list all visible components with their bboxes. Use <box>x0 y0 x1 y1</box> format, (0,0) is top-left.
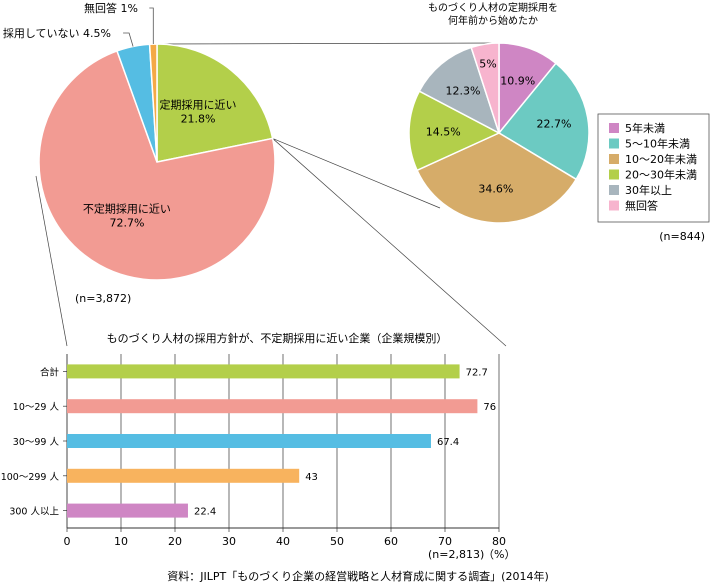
pie2-slice-4 <box>418 46 501 135</box>
pie2-value-0: 10.9% <box>500 74 535 87</box>
bar-tick-label-5: 50 <box>330 535 344 548</box>
pie1-value-0: 21.8% <box>181 113 216 126</box>
connector-to-bar-right <box>272 138 507 347</box>
pie1-n-label: (n=3,872) <box>75 292 131 305</box>
bar-chart-company-size: ものづくり人材の採用方針が、不定期採用に近い企業（企業規模別） 0 10 20 30 40… <box>1 331 516 561</box>
pie1-outside-label-noanswer: 無回答 1% <box>84 1 138 15</box>
legend-label-2: 10～20年未満 <box>625 152 697 166</box>
bar-tick-label-4: 40 <box>276 535 290 548</box>
pie1-outside-label-nohire: 採用していない 4.5% <box>3 26 111 40</box>
pie2-n-label: (n=844) <box>659 230 705 243</box>
legend-swatch-1 <box>609 138 619 149</box>
bar-value-label-4: 22.4 <box>194 507 216 518</box>
bar-tick-label-1: 10 <box>114 535 128 548</box>
bar-value-label-2: 67.4 <box>437 437 459 448</box>
legend-label-3: 20～30年未満 <box>625 168 697 182</box>
bar-category-label-2: 30～99 人 <box>13 437 60 448</box>
bar-value-label-0: 72.7 <box>466 367 488 378</box>
legend-swatch-4 <box>609 185 619 195</box>
pie2-value-2: 34.6% <box>478 183 513 196</box>
bar-value-label-3: 43 <box>305 472 318 483</box>
pie1-leader-noanswer <box>149 7 154 45</box>
bar-title: ものづくり人材の採用方針が、不定期採用に近い企業（企業規模別） <box>107 331 448 345</box>
bar-4 <box>67 503 188 518</box>
legend-label-0: 5年未満 <box>625 121 665 135</box>
bar-tick-label-7: 70 <box>438 535 452 548</box>
legend-label-1: 5～10年未満 <box>625 137 690 151</box>
bar-unit-label: （%） <box>483 548 515 561</box>
legend-label-4: 30年以上 <box>625 183 672 197</box>
pie2-title-line1: ものづくり人材の定期採用を <box>428 1 558 14</box>
bar-tick-label-0: 0 <box>64 535 71 548</box>
pie2-slice-1 <box>497 62 590 181</box>
source-note: 資料：JILPT「ものづくり企業の経営戦略と人材育成に関する調査」(2014年) <box>167 569 549 583</box>
pie2-value-5: 5% <box>479 58 496 71</box>
pie2-value-4: 12.3% <box>446 84 481 97</box>
pie2-slice-3 <box>408 90 501 172</box>
pie2-title-line2: 何年前から始めたか <box>448 14 538 27</box>
pie2-value-1: 22.7% <box>536 117 571 130</box>
bar-1 <box>67 399 478 414</box>
legend-swatch-0 <box>609 123 619 133</box>
bar-3 <box>67 468 300 483</box>
pie1-slice-0 <box>156 43 274 163</box>
bar-n-label: (n=2,813) <box>428 548 484 561</box>
legend-swatch-3 <box>609 169 619 180</box>
legend-label-5: 無回答 <box>625 199 658 213</box>
connector-to-pie2-top <box>156 42 500 45</box>
pie2-slice-2 <box>416 132 578 224</box>
pie2-slice-5 <box>470 42 500 134</box>
bar-value-label-1: 76 <box>483 402 496 413</box>
connector-to-pie2-bottom <box>272 138 441 209</box>
bar-tick-label-2: 20 <box>168 535 182 548</box>
pie1-slice-1 <box>38 50 276 281</box>
bar-category-label-4: 300 人以上 <box>9 507 59 518</box>
pie2-value-3: 14.5% <box>426 125 461 138</box>
bar-0 <box>67 364 460 379</box>
connector-lines <box>35 42 507 347</box>
bar-tick-label-6: 60 <box>384 535 398 548</box>
bar-tick-label-3: 30 <box>222 535 236 548</box>
bar-2 <box>67 434 431 448</box>
bar-category-label-3: 100～299 人 <box>1 472 60 483</box>
pie1-value-1: 72.7% <box>109 216 144 229</box>
connector-to-bar-left <box>35 175 68 347</box>
bar-category-label-1: 10～29 人 <box>13 402 60 413</box>
pie1-label-1: 不定期採用に近い <box>83 201 171 215</box>
legend-swatch-2 <box>609 154 619 164</box>
pie1-label-0: 定期採用に近い <box>160 98 237 112</box>
legend-swatch-5 <box>609 200 619 211</box>
bar-category-label-0: 合計 <box>40 366 60 378</box>
bar-tick-label-8: 80 <box>492 535 506 548</box>
pie1-leader-nohire <box>123 32 134 47</box>
